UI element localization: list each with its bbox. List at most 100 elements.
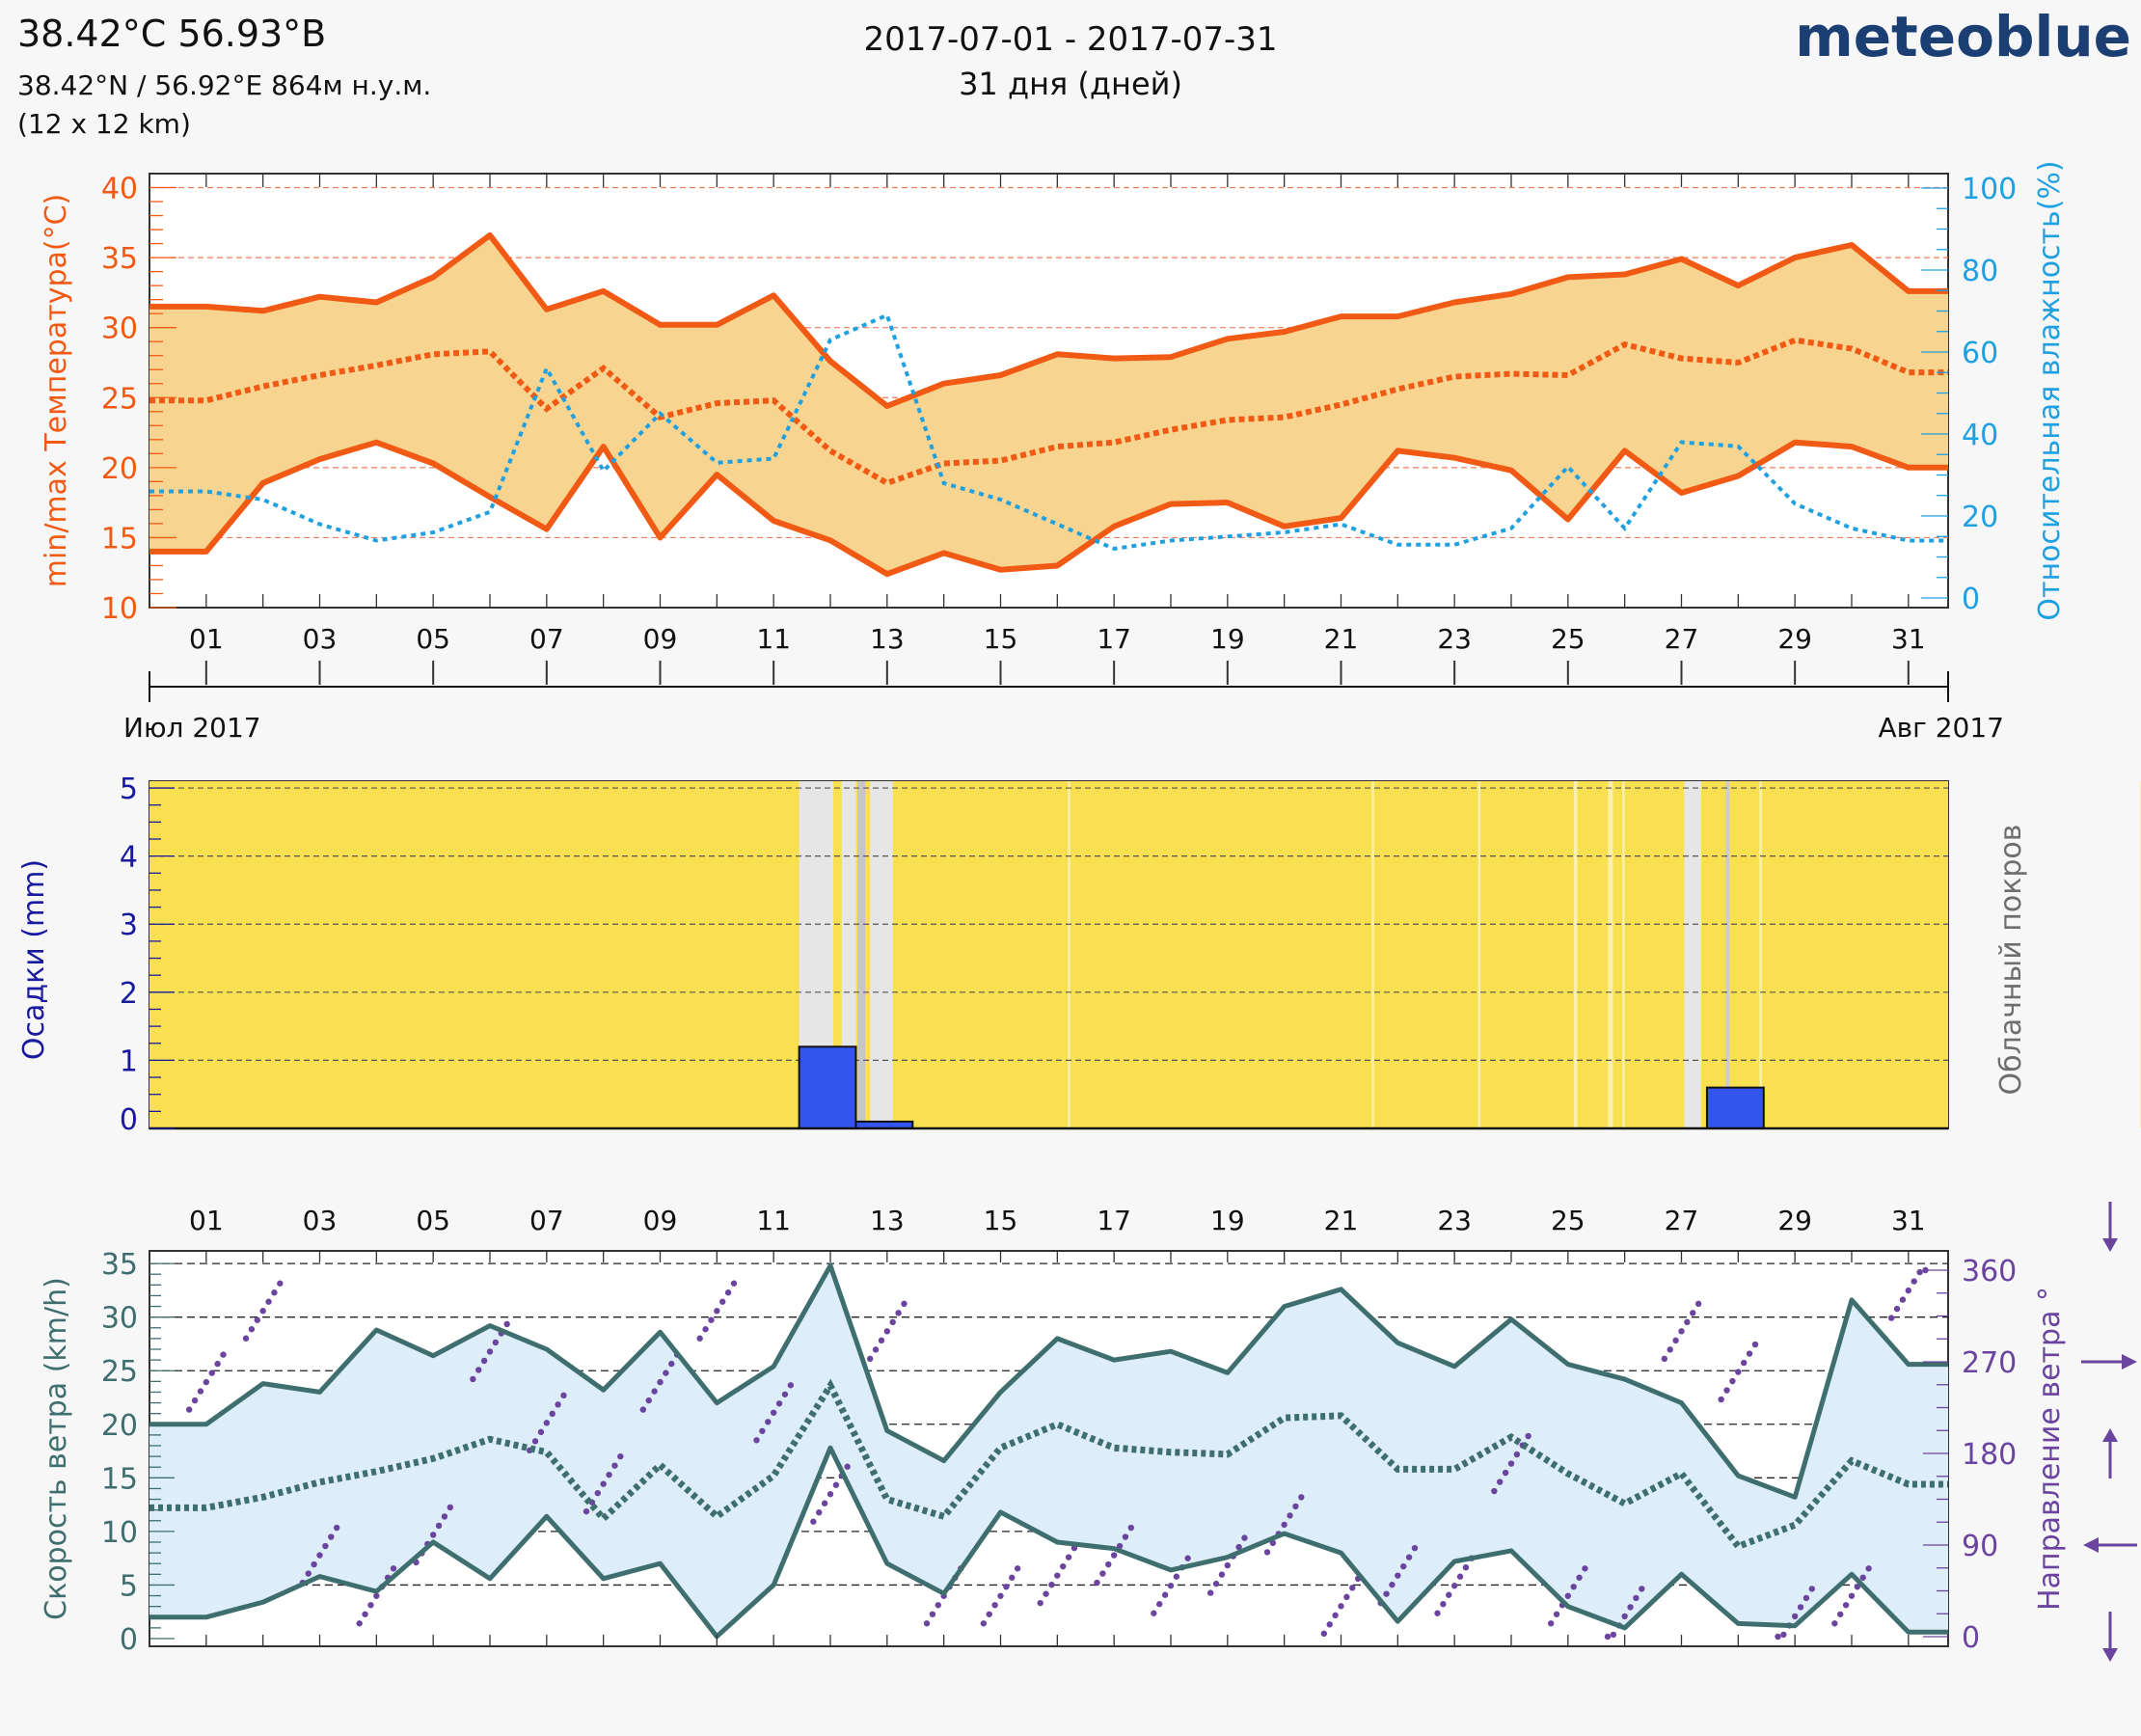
wind-direction-dot <box>1298 1494 1305 1501</box>
wind-direction-dot <box>1854 1584 1861 1590</box>
precipitation-panel: 0 1 2 3 4 5 Осадки (mm) Облачный покров <box>17 773 2141 1137</box>
wind-direction-dot <box>1110 1552 1118 1559</box>
wind-direction-dot <box>901 1300 908 1308</box>
wind-speed-tick-label: 30 <box>101 1302 138 1336</box>
humidity-axis-label: Относительная влажность(%) <box>2033 160 2067 620</box>
wind-direction-dot <box>663 1370 669 1376</box>
wind-direction-dot <box>935 1602 941 1609</box>
wind-direction-dot <box>991 1602 998 1609</box>
wind-direction-dot <box>1865 1565 1872 1572</box>
cloud-stripe <box>1622 781 1625 1128</box>
wind-direction-dot <box>1462 1564 1470 1571</box>
wind-direction-dot <box>311 1560 317 1568</box>
precip-tick-label: 1 <box>120 1044 138 1078</box>
wind-arrow-east-head <box>2122 1354 2137 1370</box>
wind-direction-dot <box>208 1370 215 1376</box>
wind-direction-dot <box>549 1410 556 1418</box>
precipitation-axis-label: Осадки (mm) <box>17 859 51 1060</box>
wind-direction-dot <box>594 1489 601 1497</box>
wind-arrow-south-head <box>2102 1238 2118 1252</box>
wind-direction-dot <box>333 1524 340 1532</box>
wind-speed-band <box>149 1265 1948 1637</box>
wind-direction-dot <box>1831 1620 1838 1627</box>
cloud-stripe <box>1573 781 1578 1128</box>
wind-direction-dot <box>1065 1554 1072 1560</box>
wind-speed-tick-label: 25 <box>101 1355 138 1389</box>
wind-direction-dot <box>787 1382 795 1389</box>
wind-x-tick-label: 17 <box>1097 1205 1131 1236</box>
wind-direction-dot <box>1241 1534 1248 1541</box>
wind-direction-dot <box>889 1318 896 1326</box>
wind-direction-dot <box>1338 1603 1344 1610</box>
wind-direction-dot <box>1224 1561 1232 1569</box>
wind-direction-dot <box>537 1428 545 1436</box>
wind-direction-dot <box>1751 1341 1759 1348</box>
wind-direction-dot <box>810 1518 817 1525</box>
wind-direction-dot <box>1797 1604 1804 1611</box>
wind-direction-dot <box>220 1351 227 1358</box>
wind-direction-dot <box>470 1375 476 1383</box>
wind-direction-dot <box>1610 1631 1617 1639</box>
wind-arrow-west-head <box>2083 1537 2099 1553</box>
wind-direction-dot <box>724 1289 732 1296</box>
wind-direction-dot <box>1690 1310 1696 1316</box>
temperature-tick-label: 20 <box>101 452 138 486</box>
wind-direction-dot <box>1899 1296 1907 1303</box>
wind-direction-dot <box>555 1401 561 1408</box>
wind-direction-dot <box>759 1427 766 1434</box>
wind-direction-dot <box>1887 1315 1895 1321</box>
wind-direction-tick-label: 180 <box>1962 1438 2017 1472</box>
wind-direction-dot <box>719 1298 726 1305</box>
wind-direction-dot <box>827 1491 834 1498</box>
x-tick-label: 11 <box>756 623 791 655</box>
wind-direction-dot <box>730 1280 738 1287</box>
wind-x-tick-label: 01 <box>189 1205 224 1236</box>
wind-direction-dot <box>316 1552 323 1559</box>
sunshine-background <box>149 781 1948 1128</box>
coordinates: 38.42°N / 56.92°E 864м н.у.м. <box>17 69 431 101</box>
brand-logo[interactable]: meteoblue <box>1795 4 2131 69</box>
wind-direction-dot <box>844 1463 851 1470</box>
wind-direction-dot <box>1672 1337 1679 1344</box>
wind-direction-tick-label: 270 <box>1962 1346 2017 1380</box>
wind-direction-dot <box>1043 1590 1049 1597</box>
temperature-panel: 10 15 20 25 30 35 40 0 20 40 60 80 100 01 03 05 07 09 11 13… <box>40 160 2067 744</box>
wind-direction-arrows <box>2081 1202 2137 1662</box>
wind-direction-dot <box>1582 1565 1588 1572</box>
temperature-tick-label: 40 <box>101 173 138 206</box>
wind-direction-dot <box>1400 1562 1407 1570</box>
wind-direction-dot <box>543 1420 551 1426</box>
temperature-tick-label: 15 <box>101 522 138 556</box>
cloud-stripe <box>1608 781 1613 1128</box>
wind-direction-dot <box>480 1357 488 1365</box>
wind-x-tick-label: 13 <box>870 1205 905 1236</box>
wind-direction-dot <box>1746 1350 1753 1357</box>
wind-direction-dot <box>1292 1503 1299 1510</box>
x-tick-label: 21 <box>1324 623 1359 655</box>
wind-x-tick-label: 03 <box>303 1205 338 1236</box>
x-tick-label: 17 <box>1097 623 1131 655</box>
precip-tick-label: 2 <box>120 977 138 1011</box>
wind-direction-dot <box>197 1388 204 1395</box>
wind-direction-dot <box>866 1355 874 1363</box>
wind-direction-dot <box>1450 1583 1458 1589</box>
mean-temperature-line <box>149 337 1948 487</box>
wind-direction-dot <box>1893 1305 1901 1313</box>
wind-direction-dot <box>1037 1599 1043 1607</box>
wind-direction-dot <box>492 1339 500 1346</box>
wind-direction-dot <box>367 1602 374 1609</box>
x-tick-label: 13 <box>870 623 905 655</box>
wind-direction-dot <box>1661 1355 1668 1363</box>
wind-direction-dot <box>923 1620 931 1627</box>
wind-direction-dot <box>1911 1278 1917 1285</box>
temperature-axis-label: min/max Температура(°C) <box>40 194 73 588</box>
wind-direction-dot <box>1639 1586 1645 1592</box>
x-tick-label: 31 <box>1891 623 1926 655</box>
wind-direction-dot <box>1161 1591 1169 1598</box>
cloud-cover-band <box>870 781 893 1128</box>
cloud-cover-band <box>1684 781 1702 1128</box>
wind-x-tick-label: 05 <box>416 1205 450 1236</box>
wind-x-tick-label: 09 <box>643 1205 678 1236</box>
wind-direction-dot <box>1547 1620 1555 1627</box>
